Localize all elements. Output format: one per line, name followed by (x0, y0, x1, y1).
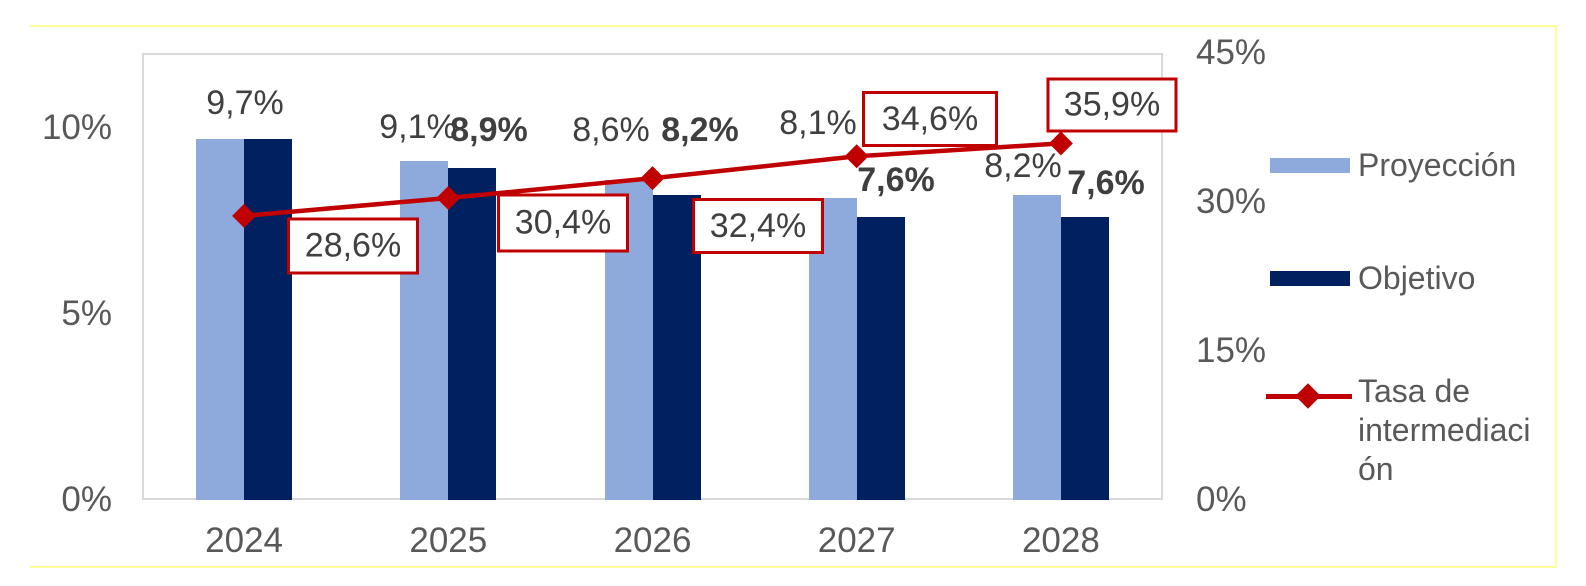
right-axis-tick: 45% (1196, 33, 1267, 72)
bar-data-label: 8,9% (450, 111, 528, 149)
right-axis-tick: 15% (1196, 331, 1267, 370)
legend-label-proyeccion: Proyección (1358, 147, 1517, 183)
line-callout-28-6: 28,6% (287, 217, 419, 275)
legend-swatch-objetivo (1270, 271, 1350, 286)
legend-label-objetivo: Objetivo (1358, 260, 1476, 296)
x-axis-label-2025: 2025 (409, 521, 488, 560)
bar-data-label: 8,6% (572, 111, 650, 149)
legend-label-tasa-de-intermediacion: Tasa de intermediación (1358, 373, 1531, 487)
left-axis-tick: 5% (61, 293, 112, 333)
bar-data-label: 9,7% (206, 84, 284, 122)
bar-data-label: 7,6% (857, 161, 935, 199)
bar-data-label: 8,2% (984, 147, 1062, 185)
x-axis-label-2028: 2028 (1021, 521, 1100, 560)
bar-proyeccion-2024 (196, 138, 245, 500)
bar-proyeccion-2028 (1012, 194, 1061, 500)
line-callout-35-9: 35,9% (1046, 77, 1178, 133)
bar-objetivo-2025 (448, 168, 497, 500)
x-axis-label-2026: 2026 (613, 521, 692, 560)
left-axis-tick: 10% (41, 107, 112, 147)
x-axis-label-2027: 2027 (817, 521, 896, 560)
bar-data-label: 8,1% (779, 104, 857, 142)
bar-proyeccion-2025 (400, 161, 449, 500)
bar-objetivo-2027 (856, 216, 905, 500)
x-axis-label-2024: 2024 (205, 521, 284, 560)
bar-objetivo-2024 (244, 138, 293, 500)
right-axis-tick: 30% (1196, 182, 1267, 221)
bar-data-label: 9,1% (379, 108, 457, 146)
line-callout-32-4: 32,4% (692, 198, 824, 254)
line-callout-30-4: 30,4% (497, 193, 629, 253)
bar-objetivo-2028 (1060, 216, 1109, 500)
bar-data-label: 8,2% (661, 111, 739, 149)
left-axis-tick: 0% (61, 480, 112, 519)
legend-swatch-proyeccion (1270, 158, 1350, 173)
slide-highlight-frame (30, 25, 1557, 568)
line-callout-34-6: 34,6% (862, 91, 998, 147)
bar-data-label: 7,6% (1067, 164, 1145, 202)
right-axis-tick: 0% (1196, 480, 1247, 519)
